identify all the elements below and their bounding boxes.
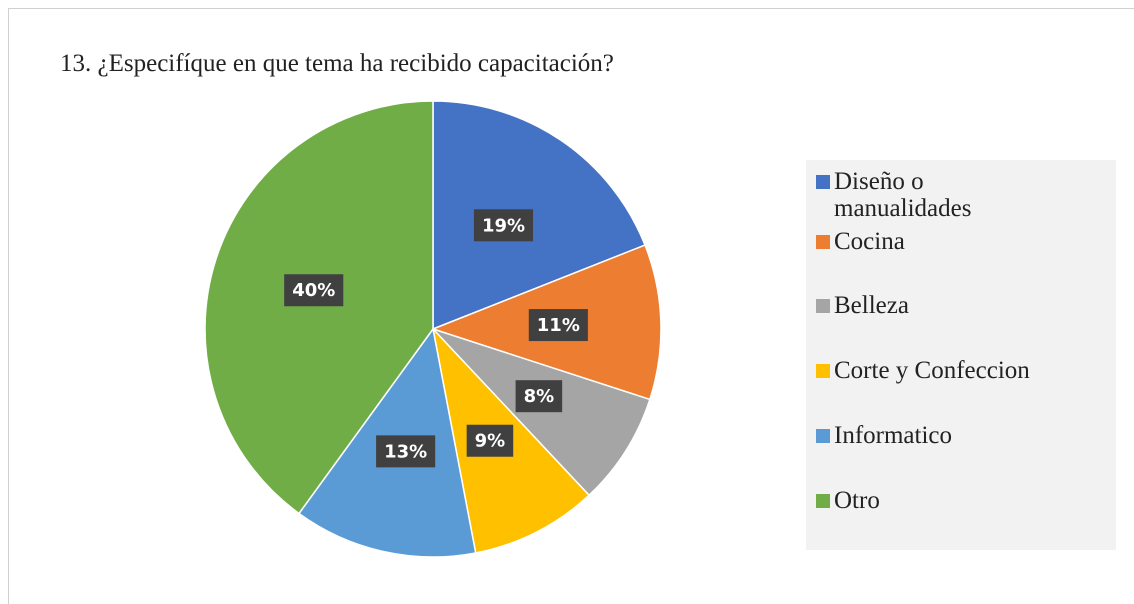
pie: 19% 11% 8% 9% 13% 40%	[204, 100, 662, 558]
chart-border	[8, 8, 1134, 604]
pie-slice	[432, 100, 646, 331]
legend: Diseño o manualidades Cocina Belleza Corte …	[806, 160, 1116, 550]
legend-swatch	[816, 429, 830, 443]
data-label: 19%	[482, 215, 525, 236]
legend-item: Corte y Confeccion	[816, 357, 1111, 384]
legend-swatch	[816, 175, 830, 189]
data-label: 13%	[384, 441, 427, 462]
legend-swatch	[816, 299, 830, 313]
legend-label: Otro	[834, 487, 880, 514]
data-label: 9%	[475, 431, 506, 452]
legend-swatch	[816, 364, 830, 378]
data-label: 40%	[292, 280, 335, 301]
data-label: 8%	[524, 386, 555, 407]
legend-swatch	[816, 494, 830, 508]
data-label-box	[473, 209, 534, 242]
data-label: 11%	[537, 315, 580, 336]
legend-label: Cocina	[834, 228, 905, 255]
legend-item: Belleza	[816, 292, 1111, 319]
legend-swatch	[816, 235, 830, 249]
legend-label: Corte y Confeccion	[834, 357, 1030, 384]
legend-label: Belleza	[834, 292, 909, 319]
chart-title: 13. ¿Especifíque en que tema ha recibido…	[60, 50, 614, 77]
data-label-box	[376, 435, 436, 468]
legend-item: Informatico	[816, 422, 1111, 449]
legend-item: Otro	[816, 487, 1111, 514]
data-label-box	[528, 309, 588, 342]
legend-item: Cocina	[816, 228, 1111, 255]
legend-label: Diseño o manualidades	[834, 168, 972, 222]
data-label-box	[515, 380, 563, 413]
legend-label: Informatico	[834, 422, 953, 449]
data-label-box	[284, 274, 344, 307]
legend-item: Diseño o manualidades	[816, 168, 1111, 222]
data-label-box	[466, 424, 514, 457]
pie-slice	[204, 100, 434, 515]
